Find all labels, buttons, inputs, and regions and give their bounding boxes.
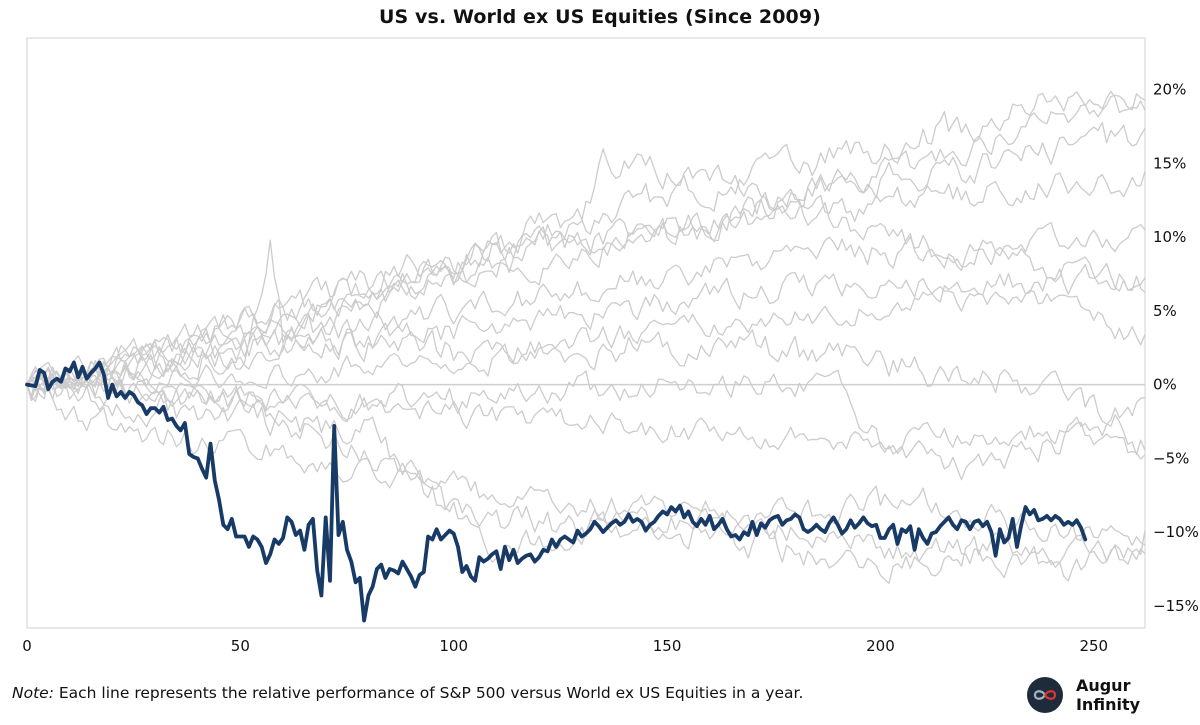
y-tick-label: 15% (1153, 154, 1186, 172)
background-series-group (26, 90, 1146, 584)
series-line-background (26, 375, 1146, 584)
y-tick-label: 20% (1153, 81, 1186, 99)
plot-frame (26, 37, 1146, 629)
series-line-background (26, 370, 1146, 460)
brand-name: Augur Infinity (1075, 676, 1141, 714)
highlight-series-group (25, 360, 1088, 623)
y-tick-label: −15% (1153, 597, 1199, 615)
series-line-background (26, 121, 1146, 398)
x-tick-label: 0 (22, 637, 32, 655)
brand: Augur Infinity (1027, 676, 1200, 714)
series-line-background (26, 368, 1146, 579)
x-tick-label: 200 (866, 637, 895, 655)
note-text: Each line represents the relative perfor… (53, 684, 804, 702)
y-tick-label: −5% (1153, 449, 1189, 467)
x-tick-label: 150 (653, 637, 682, 655)
y-axis: 20% 15% 10% 5% 0% −5% −10% −15% (1153, 81, 1199, 615)
series-line-background (26, 262, 1146, 389)
series-line-background (26, 285, 1146, 394)
y-tick-label: 5% (1153, 302, 1177, 320)
note-label: Note: (12, 684, 54, 702)
x-tick-label: 250 (1079, 637, 1108, 655)
series-line-background (26, 171, 1146, 390)
series-line-background (26, 369, 1146, 481)
x-axis: 0 50 100 150 200 250 (22, 637, 1108, 655)
series-line-background (26, 239, 1146, 456)
series-line-background (26, 90, 1146, 394)
x-tick-label: 50 (231, 637, 250, 655)
series-line-highlight (25, 360, 1088, 623)
y-tick-label: −10% (1153, 523, 1199, 541)
series-line-background (26, 148, 1146, 386)
series-line-background (26, 222, 1146, 398)
series-line-background (26, 93, 1146, 402)
chart-title: US vs. World ex US Equities (Since 2009) (379, 6, 821, 28)
x-tick-label: 100 (439, 637, 468, 655)
y-tick-label: 0% (1153, 376, 1177, 394)
infinity-logo-icon (1027, 677, 1063, 713)
y-tick-label: 10% (1153, 228, 1186, 246)
footnote: Note: Each line represents the relative … (12, 684, 803, 702)
